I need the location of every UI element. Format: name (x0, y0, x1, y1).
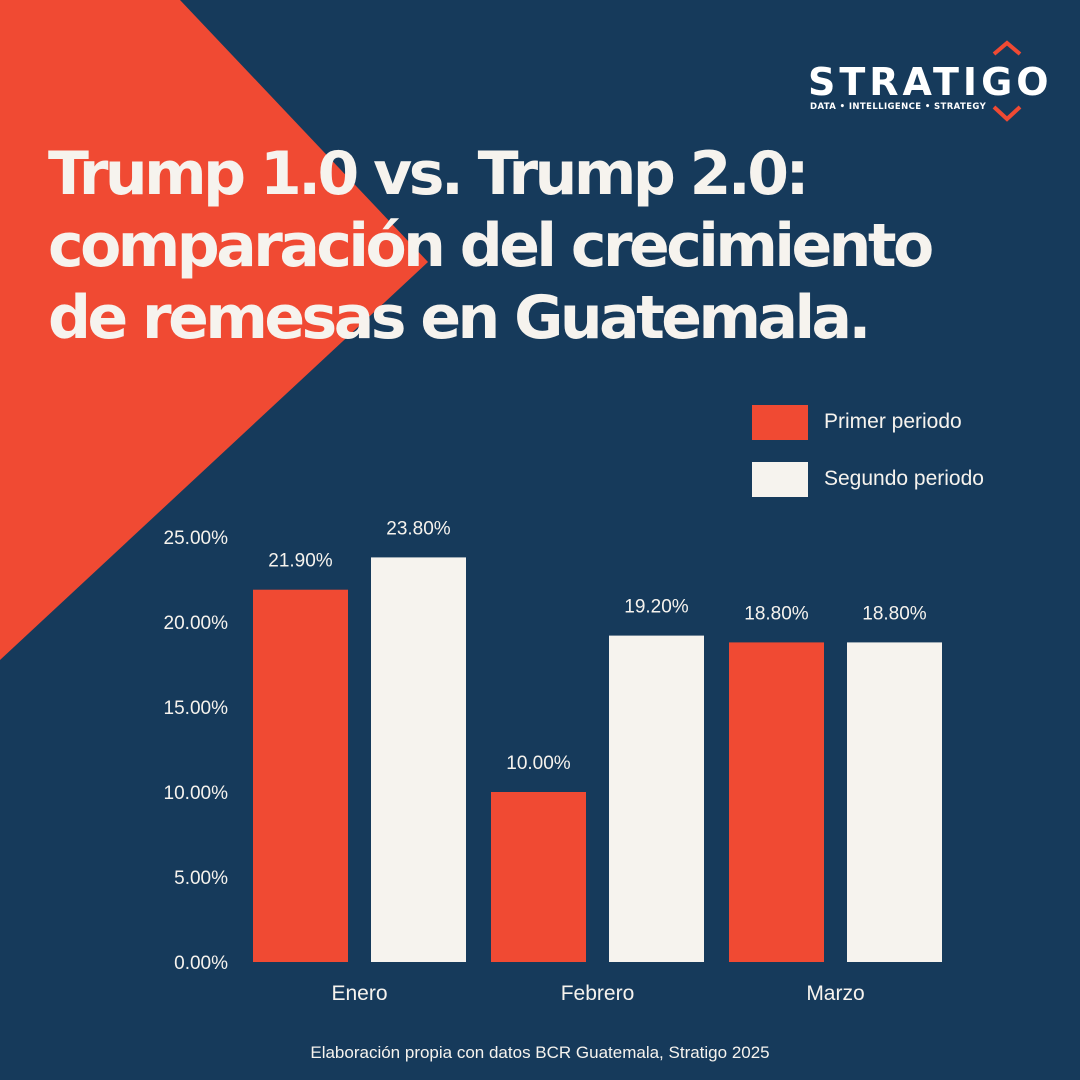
data-label: 23.80% (386, 518, 451, 539)
bar-febrero-segundo (609, 635, 704, 962)
data-label: 21.90% (268, 551, 333, 572)
x-tick-label-marzo: Marzo (806, 982, 864, 1005)
y-tick-label: 5.00% (174, 868, 228, 889)
legend-label-primer-periodo: Primer periodo (824, 410, 962, 433)
bar-febrero-primer (491, 792, 586, 962)
y-tick-label: 20.00% (164, 613, 229, 634)
x-tick-label-enero: Enero (331, 982, 387, 1005)
y-tick-label: 15.00% (164, 698, 229, 719)
data-label: 10.00% (506, 753, 571, 774)
bar-enero-segundo (371, 557, 466, 962)
bar-marzo-primer (729, 642, 824, 962)
legend-item-primer-periodo: Primer periodo (752, 405, 1052, 441)
legend-swatch-primer-periodo (752, 405, 808, 440)
chevron-down-icon (992, 105, 1022, 122)
legend-swatch-segundo-periodo (752, 462, 808, 497)
y-tick-label: 25.00% (164, 528, 229, 549)
y-tick-label: 10.00% (164, 783, 229, 804)
chevron-up-icon (992, 40, 1022, 56)
data-label: 18.80% (744, 603, 809, 624)
logo-tagline: DATA • INTELLIGENCE • STRATEGY (810, 102, 987, 112)
stratigo-logo: STRATIGO DATA • INTELLIGENCE • STRATEGY (808, 40, 1049, 130)
legend-label-segundo-periodo: Segundo periodo (824, 467, 984, 490)
logo-wordmark: STRATIGO (808, 60, 1053, 104)
page-title: Trump 1.0 vs. Trump 2.0: comparación del… (48, 139, 934, 353)
x-tick-label-febrero: Febrero (561, 982, 635, 1005)
source-footnote: Elaboración propia con datos BCR Guatema… (310, 1043, 770, 1062)
data-label: 19.20% (624, 597, 689, 618)
y-tick-label: 0.00% (174, 953, 228, 974)
bar-marzo-segundo (847, 642, 942, 962)
legend-item-segundo-periodo: Segundo periodo (752, 462, 1052, 498)
data-label: 18.80% (862, 603, 927, 624)
bar-enero-primer (253, 589, 348, 962)
